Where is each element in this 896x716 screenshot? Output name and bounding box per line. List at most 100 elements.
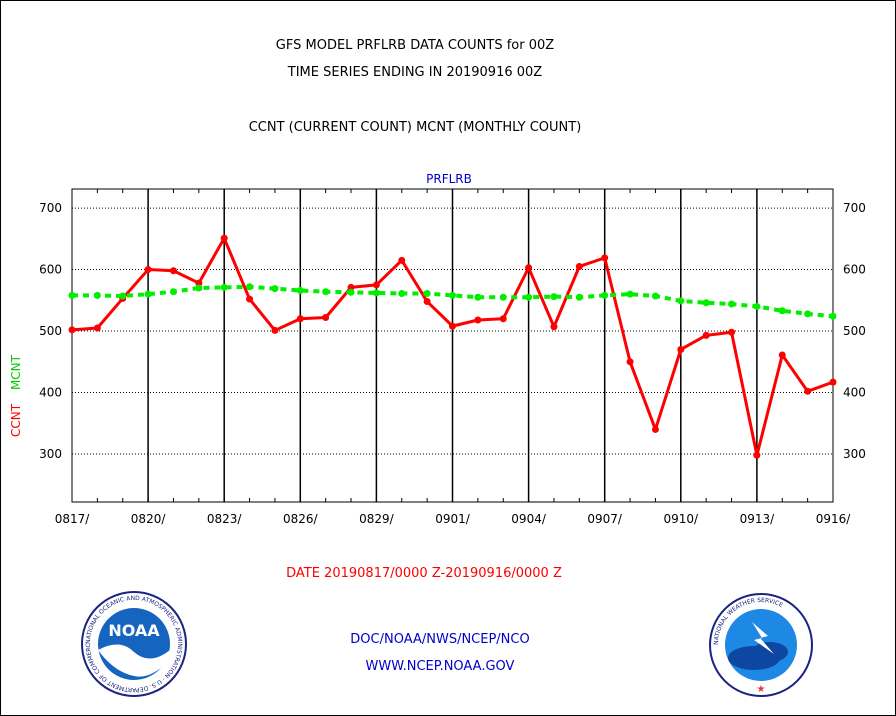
svg-text:CCNT MCNT: CCNT MCNT bbox=[9, 354, 23, 437]
svg-text:★: ★ bbox=[757, 684, 766, 695]
data-point-ccnt bbox=[423, 298, 431, 306]
data-point-ccnt bbox=[474, 316, 482, 324]
data-point-ccnt bbox=[68, 326, 76, 334]
data-point-ccnt bbox=[753, 451, 761, 459]
x-tick-label: 0901/ bbox=[435, 512, 471, 526]
data-point-ccnt bbox=[398, 256, 406, 264]
y-tick-label-left: 500 bbox=[39, 324, 62, 338]
grid bbox=[72, 189, 833, 502]
data-point-mcnt bbox=[296, 286, 304, 294]
chart-title-line3: CCNT (CURRENT COUNT) MCNT (MONTHLY COUNT… bbox=[248, 120, 582, 135]
data-point-ccnt bbox=[195, 279, 203, 287]
x-tick-label: 0910/ bbox=[664, 512, 700, 526]
data-point-mcnt bbox=[702, 299, 710, 307]
website-label: WWW.NCEP.NOAA.GOV bbox=[365, 659, 515, 674]
data-point-mcnt bbox=[271, 285, 279, 293]
series-layer bbox=[68, 234, 837, 459]
chart-title-line2: TIME SERIES ENDING IN 20190916 00Z bbox=[287, 65, 543, 80]
data-point-ccnt bbox=[677, 345, 685, 353]
data-point-ccnt bbox=[449, 322, 456, 330]
data-point-mcnt bbox=[144, 290, 152, 298]
data-point-mcnt bbox=[677, 297, 685, 305]
data-point-ccnt bbox=[220, 234, 228, 242]
data-point-ccnt bbox=[347, 283, 355, 291]
y-tick-label-right: 300 bbox=[843, 447, 866, 461]
data-point-ccnt bbox=[246, 295, 254, 303]
data-point-ccnt bbox=[499, 315, 507, 323]
y-tick-label-left: 700 bbox=[39, 201, 62, 215]
x-tick-label: 0904/ bbox=[511, 512, 547, 526]
data-point-mcnt bbox=[753, 302, 761, 310]
y-axis-label-mcnt: MCNT bbox=[9, 354, 23, 390]
data-point-ccnt bbox=[829, 378, 837, 386]
x-tick-label: 0823/ bbox=[207, 512, 243, 526]
data-point-ccnt bbox=[626, 358, 634, 366]
x-tick-label: 0829/ bbox=[359, 512, 395, 526]
data-point-mcnt bbox=[525, 293, 533, 301]
data-point-ccnt bbox=[728, 328, 736, 336]
y-tick-label-right: 600 bbox=[843, 263, 866, 277]
data-point-mcnt bbox=[829, 312, 837, 320]
x-axis-label: DATE 20190817/0000 Z-20190916/0000 Z bbox=[286, 566, 562, 581]
data-point-ccnt bbox=[372, 281, 380, 289]
data-point-mcnt bbox=[93, 291, 101, 299]
x-tick-label: 0817/ bbox=[55, 512, 91, 526]
x-tick-label: 0820/ bbox=[131, 512, 167, 526]
data-point-ccnt bbox=[651, 425, 659, 433]
data-point-mcnt bbox=[398, 290, 406, 298]
data-point-ccnt bbox=[322, 314, 330, 322]
data-point-ccnt bbox=[550, 323, 558, 331]
chart-title-line1: GFS MODEL PRFLRB DATA COUNTS for 00Z bbox=[275, 38, 555, 53]
data-point-ccnt bbox=[804, 387, 812, 395]
noaa-logo: NOAA NATIONAL OCEANIC AND ATMOSPHERIC AD… bbox=[80, 590, 187, 697]
data-point-ccnt bbox=[702, 331, 710, 339]
data-point-ccnt bbox=[601, 254, 609, 262]
data-point-ccnt bbox=[144, 266, 152, 274]
axes: 0817/0820/0823/0826/0829/0901/0904/0907/… bbox=[39, 189, 866, 526]
data-point-ccnt bbox=[271, 326, 279, 334]
y-tick-label-right: 400 bbox=[843, 386, 866, 400]
y-axis-label: CCNT MCNT bbox=[9, 354, 23, 437]
data-point-mcnt bbox=[778, 307, 786, 315]
data-point-ccnt bbox=[525, 264, 533, 272]
data-point-mcnt bbox=[449, 291, 456, 299]
nws-logo: ★ NATIONAL WEATHER SERVICE bbox=[709, 593, 813, 697]
x-tick-label: 0913/ bbox=[740, 512, 776, 526]
data-point-mcnt bbox=[68, 291, 76, 299]
noaa-logo-text: NOAA bbox=[108, 621, 160, 640]
data-point-mcnt bbox=[169, 288, 177, 296]
data-point-mcnt bbox=[220, 283, 228, 291]
data-point-mcnt bbox=[423, 290, 431, 298]
data-point-ccnt bbox=[575, 262, 583, 270]
data-point-ccnt bbox=[778, 351, 786, 359]
data-point-mcnt bbox=[322, 288, 330, 296]
y-tick-label-right: 700 bbox=[843, 201, 866, 215]
data-point-mcnt bbox=[626, 290, 634, 298]
data-point-mcnt bbox=[347, 288, 355, 296]
data-point-ccnt bbox=[296, 315, 304, 323]
x-tick-label: 0916/ bbox=[816, 512, 852, 526]
data-point-mcnt bbox=[474, 293, 482, 301]
x-tick-label: 0826/ bbox=[283, 512, 319, 526]
data-point-mcnt bbox=[804, 310, 812, 318]
plot-title: PRFLRB bbox=[426, 172, 472, 186]
org-label: DOC/NOAA/NWS/NCEP/NCO bbox=[350, 632, 530, 647]
y-tick-label-left: 600 bbox=[39, 263, 62, 277]
y-axis-label-ccnt: CCNT bbox=[9, 403, 23, 437]
y-tick-label-left: 400 bbox=[39, 386, 62, 400]
data-point-mcnt bbox=[246, 283, 254, 291]
x-tick-label: 0907/ bbox=[587, 512, 623, 526]
data-point-mcnt bbox=[651, 292, 659, 300]
y-tick-label-left: 300 bbox=[39, 447, 62, 461]
data-point-mcnt bbox=[119, 292, 127, 300]
y-tick-label-right: 500 bbox=[843, 324, 866, 338]
data-point-mcnt bbox=[195, 284, 203, 292]
data-point-mcnt bbox=[372, 289, 380, 297]
data-point-mcnt bbox=[575, 293, 583, 301]
data-point-ccnt bbox=[93, 324, 101, 332]
data-point-mcnt bbox=[499, 293, 507, 301]
data-point-ccnt bbox=[169, 267, 177, 275]
data-point-mcnt bbox=[550, 293, 558, 301]
data-point-mcnt bbox=[601, 291, 609, 299]
